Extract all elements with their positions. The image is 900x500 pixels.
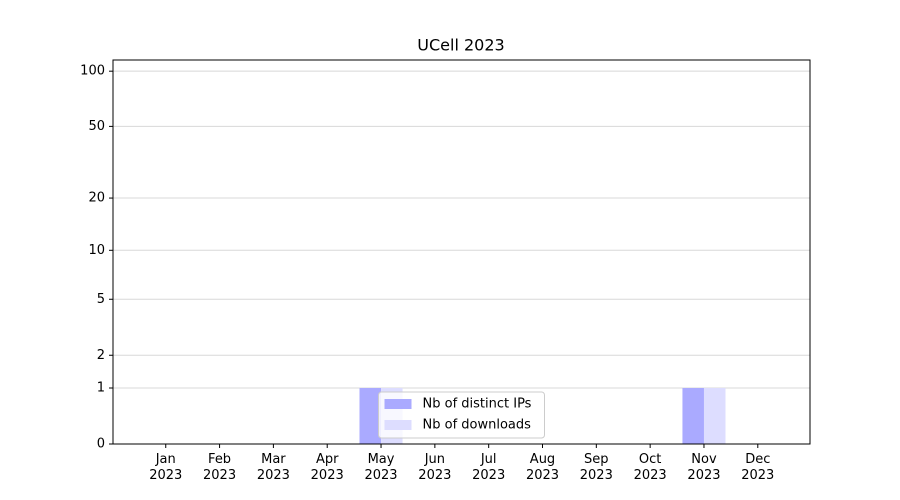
x-tick-label: Jul 2023 <box>472 452 506 483</box>
x-tick-label: May 2023 <box>364 452 398 483</box>
y-tick-label: 5 <box>97 292 105 307</box>
y-tick-label: 100 <box>80 64 105 79</box>
x-tick-label: Jun 2023 <box>418 452 452 483</box>
x-tick-label: Dec 2023 <box>741 452 775 483</box>
y-tick-label: 2 <box>97 348 105 363</box>
legend-swatch <box>384 399 412 409</box>
x-tick-label: Feb 2023 <box>203 452 237 483</box>
y-tick-label: 0 <box>97 437 105 452</box>
legend-swatch <box>384 420 412 430</box>
x-tick-label: Nov 2023 <box>687 452 721 483</box>
y-tick-label: 50 <box>88 119 105 134</box>
x-tick-label: Apr 2023 <box>310 452 344 483</box>
chart-title: UCell 2023 <box>417 36 504 55</box>
legend-label: Nb of distinct IPs <box>423 397 532 412</box>
legend-box <box>378 391 545 439</box>
x-tick-label: Aug 2023 <box>525 452 560 483</box>
y-tick-label: 10 <box>88 243 105 258</box>
x-tick-label: Jan 2023 <box>149 452 183 483</box>
legend-label: Nb of downloads <box>423 418 532 433</box>
bar <box>359 388 382 444</box>
x-tick-label: Mar 2023 <box>256 452 290 483</box>
y-tick-label: 1 <box>97 381 105 396</box>
bar <box>703 388 726 444</box>
bar <box>682 388 704 444</box>
x-tick-label: Sep 2023 <box>579 452 613 483</box>
y-tick-label: 20 <box>88 191 105 206</box>
x-tick-label: Oct 2023 <box>633 452 667 483</box>
plot-frame <box>112 59 811 445</box>
